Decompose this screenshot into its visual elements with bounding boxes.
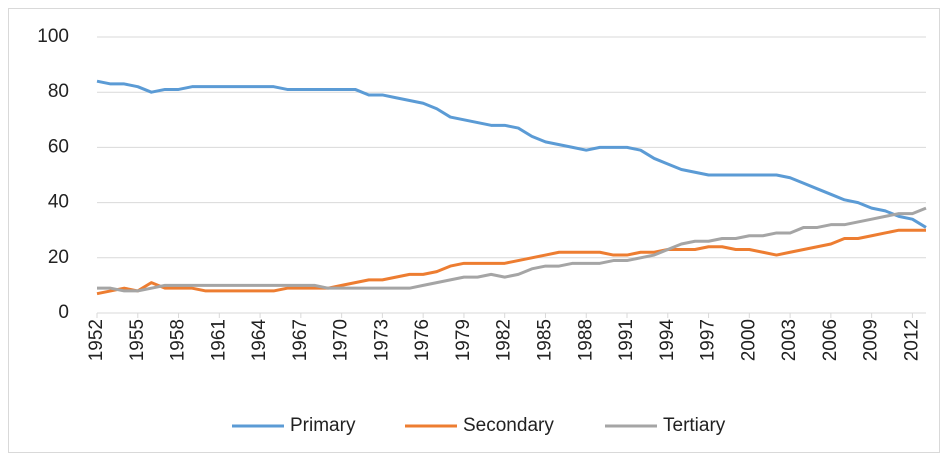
x-tick-label: 1970 [331,319,352,361]
x-tick-label: 1985 [534,319,555,361]
legend-label: Tertiary [663,415,726,436]
y-tick-label: 60 [48,136,69,157]
x-tick-label: 1973 [371,319,392,361]
y-tick-label: 0 [58,302,69,323]
x-tick-label: 2003 [779,319,800,361]
x-tick-label: 1988 [575,319,596,361]
x-tick-label: 1994 [657,319,678,362]
x-tick-label: 1952 [86,319,107,361]
x-tick-label: 2012 [901,319,922,361]
x-tick-label: 1991 [616,319,637,361]
x-tick-label: 1979 [453,319,474,361]
chart-border [8,8,940,453]
x-tick-label: 1967 [290,319,311,361]
x-tick-label: 1958 [168,319,189,361]
y-tick-label: 100 [37,26,69,47]
series-line [96,228,926,296]
y-tick-label: 80 [48,81,69,102]
x-tick-label: 2006 [820,319,841,361]
y-tick-label: 20 [48,247,69,268]
x-tick-label: 1955 [127,319,148,361]
series-line [97,206,927,293]
x-tick-label: 1997 [698,319,719,361]
legend-label: Secondary [463,415,554,436]
series-line [96,79,927,229]
x-tick-label: 1982 [494,319,515,361]
y-tick-label: 40 [48,192,69,213]
x-tick-label: 1961 [208,319,229,361]
legend-label: Primary [290,415,356,436]
x-tick-label: 1976 [412,319,433,361]
x-tick-label: 2000 [738,319,759,361]
x-tick-label: 1964 [249,319,270,362]
x-tick-label: 2009 [861,319,882,361]
